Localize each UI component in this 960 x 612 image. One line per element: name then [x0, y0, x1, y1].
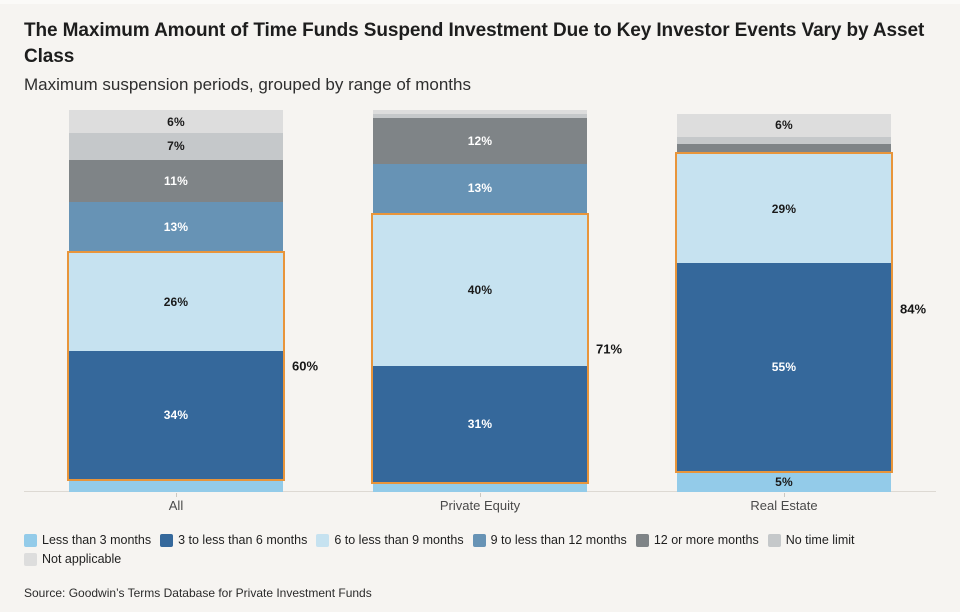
legend-item-no-time-limit: No time limit — [767, 533, 855, 547]
legend-item-6-to-less-than-9-months: 6 to less than 9 months — [316, 533, 464, 547]
category-label-private-equity: Private Equity — [439, 498, 521, 513]
highlight-box: 29% 55% — [675, 152, 893, 473]
axis-tick — [784, 493, 785, 497]
bar-segment-12-or-more-months: 12% — [373, 117, 587, 164]
legend-item-label: Not applicable — [42, 552, 122, 566]
segment-value-label: 11% — [164, 173, 188, 188]
legend-item-label: 12 or more months — [653, 533, 759, 547]
segment-value-label: 40% — [467, 283, 493, 298]
segment-value-label: 29% — [771, 201, 797, 216]
legend-item-9-to-less-than-12-months: 9 to less than 12 months — [472, 533, 627, 547]
legend: Less than 3 months 3 to less than 6 month… — [24, 533, 936, 566]
bar-column: 12% 13% 40% 31% — [371, 110, 589, 492]
bar-segment-3-to-less-than-6-months: 31% — [373, 365, 587, 483]
bar-column: 6% 29% 55% 5% — [675, 110, 893, 492]
axis-tick — [176, 493, 177, 497]
bar-segment-less-than-3-months: 5% — [677, 472, 891, 492]
segment-value-label: 6% — [167, 114, 185, 129]
bar-column: 6% 7% 11% 13% 26% 34% — [67, 110, 285, 492]
bar-segment-12-or-more-months: 11% — [69, 159, 283, 202]
bar-segment-6-to-less-than-9-months: 29% — [677, 154, 891, 264]
bar-all: 6% 7% 11% 13% 26% 34% 60% — [24, 110, 328, 497]
bar-segment-not-applicable — [373, 110, 587, 114]
segment-value-label: 13% — [467, 181, 493, 196]
bar-segment-not-applicable: 6% — [677, 113, 891, 137]
legend-item-label: 6 to less than 9 months — [334, 533, 464, 547]
bar-segment-less-than-3-months — [69, 480, 283, 492]
legend-item-label: Less than 3 months — [42, 533, 152, 547]
legend-swatch-icon — [24, 552, 37, 566]
axis-tick — [480, 493, 481, 497]
segment-value-label: 34% — [163, 407, 189, 422]
bar-segment-no-time-limit — [677, 136, 891, 145]
highlight-total-label: 60% — [292, 358, 319, 374]
legend-item-label: 3 to less than 6 months — [178, 533, 308, 547]
highlight-total-label: 84% — [900, 301, 927, 317]
bar-segment-3-to-less-than-6-months: 34% — [69, 350, 283, 479]
bar-private-equity: 12% 13% 40% 31% 71% — [328, 110, 632, 497]
legend-item-less-than-3-months: Less than 3 months — [24, 533, 151, 547]
page-top-strip — [0, 0, 960, 4]
source-text: Source: Goodwin’s Terms Database for Pri… — [24, 586, 372, 600]
segment-value-label: 31% — [467, 417, 493, 432]
chart-header: The Maximum Amount of Time Funds Suspend… — [24, 18, 936, 97]
segment-value-label: 26% — [163, 295, 189, 310]
legend-swatch-icon — [767, 533, 781, 547]
category-label-real-estate: Real Estate — [750, 498, 818, 513]
legend-item-not-applicable: Not applicable — [24, 552, 121, 566]
bar-segment-6-to-less-than-9-months: 40% — [373, 215, 587, 366]
legend-swatch-icon — [316, 533, 330, 547]
segment-value-label: 13% — [163, 219, 189, 234]
bar-segment-no-time-limit — [373, 113, 587, 118]
bar-segment-less-than-3-months — [373, 484, 587, 492]
bar-segment-no-time-limit: 7% — [69, 132, 283, 160]
legend-swatch-icon — [635, 533, 649, 547]
legend-swatch-icon — [160, 533, 174, 547]
segment-value-label: 5% — [775, 475, 793, 490]
chart-subtitle: Maximum suspension periods, grouped by r… — [24, 75, 471, 94]
highlight-box: 40% 31% — [371, 213, 589, 485]
segment-value-label: 7% — [167, 139, 185, 154]
segment-value-label: 12% — [467, 133, 493, 148]
segment-value-label: 6% — [775, 118, 793, 133]
bar-segment-6-to-less-than-9-months: 26% — [69, 253, 283, 351]
segment-value-label: 55% — [771, 360, 797, 375]
chart-title: The Maximum Amount of Time Funds Suspend… — [24, 20, 925, 67]
category-label-all: All — [168, 498, 184, 513]
legend-item-label: 9 to less than 12 months — [490, 533, 627, 547]
bar-segment-3-to-less-than-6-months: 55% — [677, 263, 891, 471]
bar-segment-9-to-less-than-12-months: 13% — [69, 201, 283, 252]
legend-item-3-to-less-than-6-months: 3 to less than 6 months — [160, 533, 307, 547]
bar-segment-not-applicable: 6% — [69, 110, 283, 133]
bar-real-estate: 6% 29% 55% 5% 84% — [632, 110, 936, 497]
plot-area: 6% 7% 11% 13% 26% 34% 60% 12% 13% 40% 31% 71% 6% 29% 5… — [24, 110, 936, 497]
legend-swatch-icon — [24, 533, 37, 547]
highlight-total-label: 71% — [596, 341, 623, 357]
highlight-box: 26% 34% — [67, 251, 285, 481]
legend-item-12-or-more-months: 12 or more months — [635, 533, 759, 547]
category-labels-row: All Private Equity Real Estate — [24, 498, 936, 513]
bar-segment-12-or-more-months — [677, 144, 891, 153]
legend-swatch-icon — [472, 533, 486, 547]
bar-segment-9-to-less-than-12-months: 13% — [373, 163, 587, 214]
legend-item-label: No time limit — [785, 533, 855, 547]
